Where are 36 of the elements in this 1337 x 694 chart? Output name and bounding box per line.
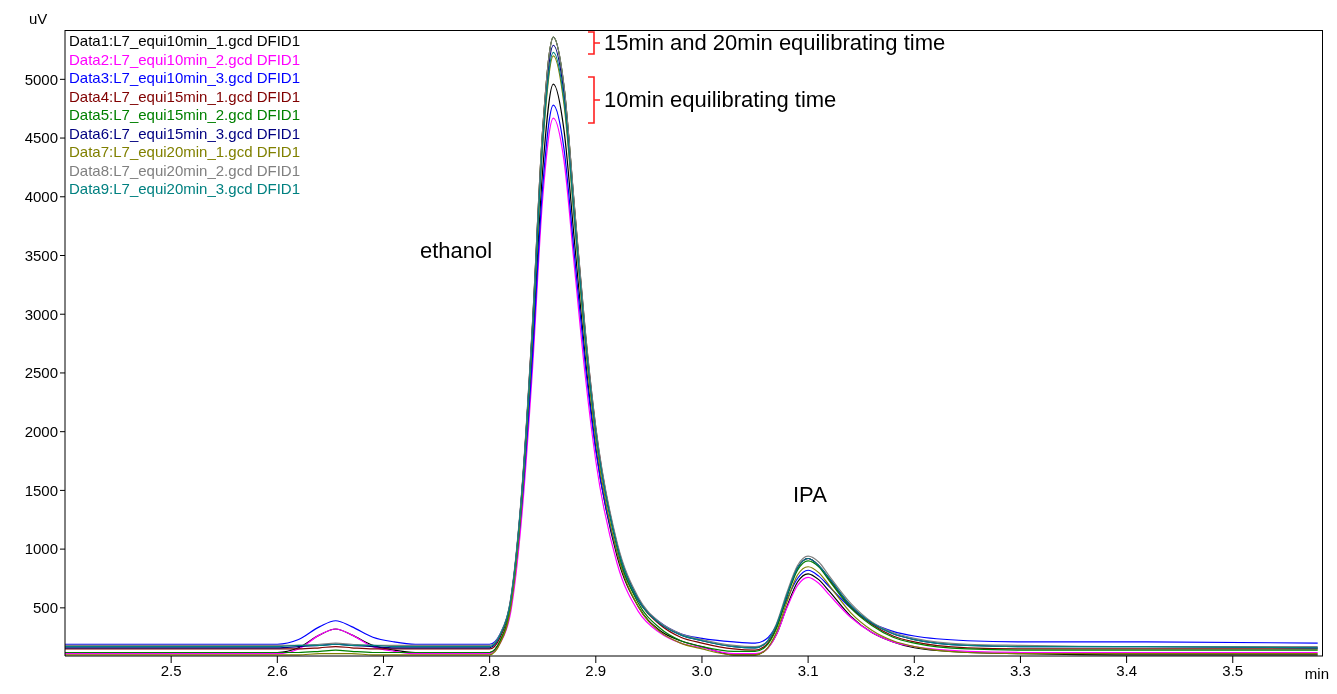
y-tick-label: 4000 [24, 188, 58, 206]
y-tick-label: 2500 [24, 364, 58, 382]
text: Data7:L7_equi20min_1.gcd DFID1 [69, 143, 300, 162]
x-tick-label: 2.5 [160, 661, 182, 679]
y-tick-label: 3000 [24, 305, 58, 323]
x-tick-label: 3.4 [1116, 661, 1138, 679]
x-tick-label: 3.2 [903, 661, 925, 679]
annotation: 10min equilibrating time [604, 87, 837, 113]
x-tick-label: 2.8 [479, 661, 501, 679]
y-tick-label: 3500 [24, 246, 58, 264]
x-tick-label: 3.3 [1010, 661, 1031, 679]
text: Data6:L7_equi15min_3.gcd DFID1 [69, 124, 300, 143]
x-tick-label: 3.1 [797, 661, 819, 679]
y-tick-label: 2000 [24, 423, 58, 440]
y-tick-label: 4500 [24, 129, 58, 147]
y-tick-label: 500 [32, 599, 58, 617]
x-tick-label: 3.5 [1222, 661, 1244, 679]
x-tick-label: 2.9 [585, 661, 607, 679]
x-tick-label: 2.7 [373, 661, 394, 679]
text: Data2:L7_equi10min_2.gcd DFID1 [69, 50, 300, 69]
x-tick-label: 3.0 [691, 661, 713, 679]
x-tick-label: 2.6 [266, 661, 288, 679]
y-tick-label: 5000 [24, 70, 58, 88]
y-tick-label: 1500 [24, 481, 58, 499]
y-tick-label: 1000 [24, 540, 58, 558]
text: Data4:L7_equi15min_1.gcd DFID1 [69, 87, 300, 106]
annotation: ethanol [420, 238, 493, 264]
x-axis-title: min [1304, 665, 1329, 682]
text: Data5:L7_equi15min_2.gcd DFID1 [69, 106, 300, 125]
y-axis-title: uV [29, 10, 48, 27]
annotation: IPA [793, 482, 827, 508]
annotation: 15min and 20min equilibrating time [604, 30, 946, 56]
text: Data3:L7_equi10min_3.gcd DFID1 [69, 69, 300, 88]
text: Data9:L7_equi20min_3.gcd DFID1 [69, 180, 300, 199]
text: Data1:L7_equi10min_1.gcd DFID1 [69, 32, 300, 51]
text: Data8:L7_equi20min_2.gcd DFID1 [69, 161, 300, 180]
